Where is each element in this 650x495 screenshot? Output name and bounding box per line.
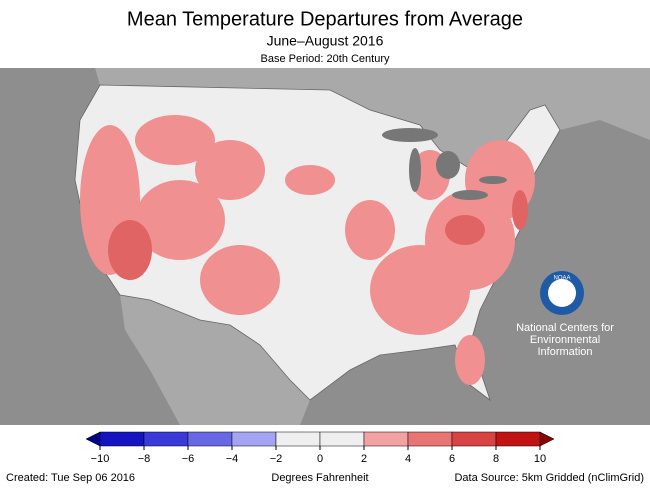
map: NOAA National Centers for Environmental … — [0, 68, 650, 425]
base-period: Base Period: 20th Century — [260, 53, 390, 65]
tick-label: 10 — [534, 453, 546, 465]
colorbar-bin — [187, 431, 233, 447]
colorbar-bin — [451, 431, 497, 447]
noaa-logo-inner — [548, 279, 576, 307]
colorbar-bin — [275, 431, 321, 447]
tick-label: −4 — [226, 453, 239, 465]
colorbar-bin — [495, 431, 541, 447]
title: Mean Temperature Departures from Average — [127, 8, 523, 30]
colorbar: −10 −8 −6 −4 −2 0 2 4 6 8 10 — [91, 431, 546, 465]
mexico — [120, 295, 310, 425]
tick-label: −10 — [91, 453, 110, 465]
colorbar-bin — [407, 431, 453, 447]
created: Created: Tue Sep 06 2016 — [6, 472, 135, 484]
tick-label: 4 — [405, 453, 411, 465]
colorbar-bin — [143, 431, 189, 447]
hot-areas — [108, 190, 528, 280]
tick-label: 6 — [449, 453, 455, 465]
subtitle: June–August 2016 — [267, 33, 384, 49]
colorbar-bin — [363, 431, 409, 447]
source: Data Source: 5km Gridded (nClimGrid) — [454, 472, 644, 484]
colorbar-arrow-right — [539, 431, 555, 447]
canada — [95, 68, 650, 175]
logo-text: Environmental — [530, 334, 600, 346]
tick-label: 2 — [361, 453, 367, 465]
warm-areas — [80, 115, 535, 385]
tick-label: 0 — [317, 453, 323, 465]
tick-label: 8 — [493, 453, 499, 465]
tick-label: −6 — [182, 453, 195, 465]
tick-label: −2 — [270, 453, 283, 465]
tick-label: −8 — [138, 453, 151, 465]
logo-text: National Centers for — [516, 322, 614, 334]
noaa-mark: NOAA — [553, 276, 570, 282]
great-lakes — [382, 128, 507, 200]
colorbar-bin — [319, 431, 365, 447]
colorbar-bin — [99, 431, 145, 447]
logo-text: Information — [537, 346, 592, 358]
legend-label: Degrees Fahrenheit — [271, 472, 368, 484]
colorbar-arrow-left — [85, 431, 101, 447]
colorbar-bin — [231, 431, 277, 447]
